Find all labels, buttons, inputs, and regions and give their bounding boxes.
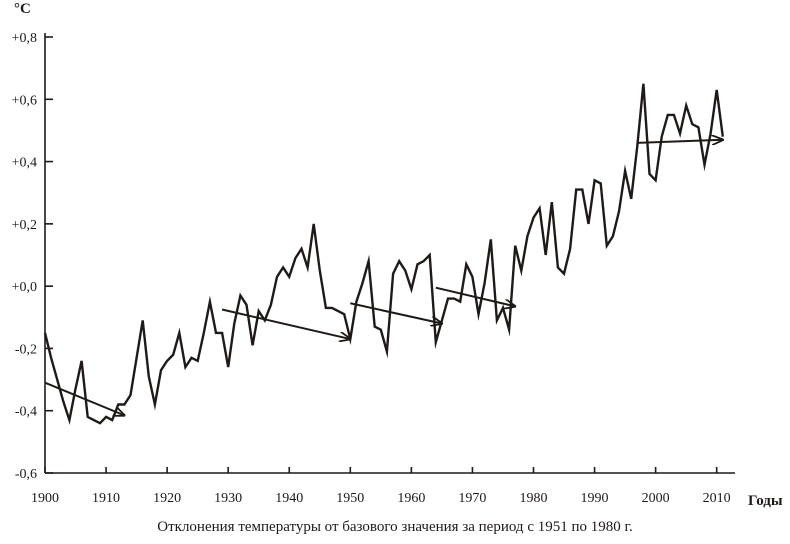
x-tick-label: 1960 (397, 491, 425, 506)
y-tick-label: +0,8 (12, 31, 37, 46)
x-axis-title: Годы (748, 493, 783, 509)
x-tick-label: 2010 (703, 491, 731, 506)
y-tick-label: +0,0 (12, 280, 37, 295)
x-tick-label: 1920 (153, 491, 181, 506)
y-tick-label: +0,2 (12, 218, 37, 233)
trend-arrow (44, 381, 124, 416)
x-tick-label: 1950 (336, 491, 364, 506)
x-tick-label: 1970 (458, 491, 486, 506)
tick-labels: +0,8 +0,6 +0,4 +0,2 +0,0 -0,2 -0,4 -0,6 1900 1910… (12, 31, 731, 506)
x-tick-label: 2000 (642, 491, 670, 506)
y-tick-label: -0,6 (15, 467, 37, 482)
y-axis-title: °C (14, 1, 31, 17)
axes (44, 33, 735, 474)
trend-arrow (435, 286, 515, 307)
x-tick-label: 1930 (214, 491, 242, 506)
series-layer (43, 83, 724, 425)
trend-arrow (350, 302, 442, 323)
y-tick-label: -0,2 (15, 342, 37, 357)
x-tick-label: 1910 (92, 491, 120, 506)
series-line-temperature-anomaly (43, 83, 724, 425)
y-tick-label: -0,4 (15, 405, 37, 420)
trend-arrow (637, 140, 722, 143)
x-tick-label: 1990 (581, 491, 609, 506)
trend-arrow (221, 308, 350, 340)
y-tick-label: +0,4 (12, 156, 37, 171)
x-tick-label: 1980 (519, 491, 547, 506)
x-tick-label: 1900 (31, 491, 59, 506)
y-tick-label: +0,6 (12, 93, 37, 108)
x-tick-label: 1940 (275, 491, 303, 506)
chart-caption: Отклонения температуры от базового значе… (157, 519, 632, 535)
trend-arrows (44, 140, 723, 416)
